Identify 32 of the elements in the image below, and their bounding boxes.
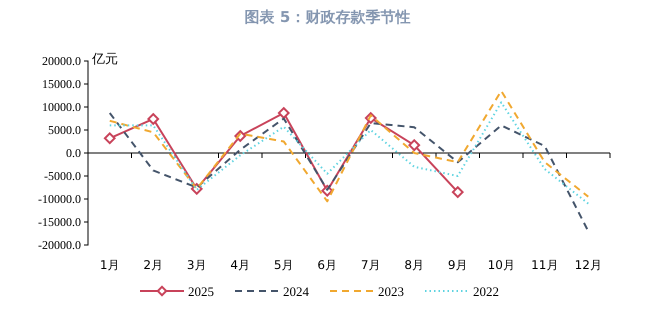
x-tick-label: 10月 [488,258,515,272]
legend-label: 2025 [188,284,214,299]
x-tick-label: 5月 [274,258,294,272]
chart-title: 图表 5：财政存款季节性 [244,8,410,26]
point [147,113,160,125]
x-tick-label: 2月 [143,258,164,272]
legend-label: 2022 [473,284,499,299]
x-tick-label: 3月 [186,258,207,272]
x-tick-label: 11月 [531,258,558,272]
point [408,139,420,152]
y-tick-label: -5000.0 [44,168,81,183]
x-tick-label: 7月 [360,258,381,272]
y-tick-label: 20000.0 [42,54,81,68]
y-tick-label: 0.0 [66,146,81,160]
y-axis-title: 亿元 [91,52,118,67]
point [452,186,464,198]
point [278,107,290,119]
y-tick-label: -20000.0 [38,238,81,252]
y-tick-label: -10000.0 [38,192,81,206]
x-tick-label: 8月 [404,258,424,272]
y-tick-label: 15000.0 [42,76,81,91]
x-tick-label: 6月 [317,258,338,272]
y-tick-label: -15000.0 [38,214,81,229]
point [104,132,116,144]
x-tick-label: 12月 [574,258,602,272]
y-tick-label: 5000.0 [48,122,81,137]
x-tick-label: 4月 [230,258,250,272]
y-tick-label: 10000.0 [42,100,81,114]
legend-label: 2024 [283,284,310,299]
legend-label: 2023 [378,284,404,299]
x-tick-label: 1月 [100,258,120,272]
x-tick-label: 9月 [448,258,468,272]
